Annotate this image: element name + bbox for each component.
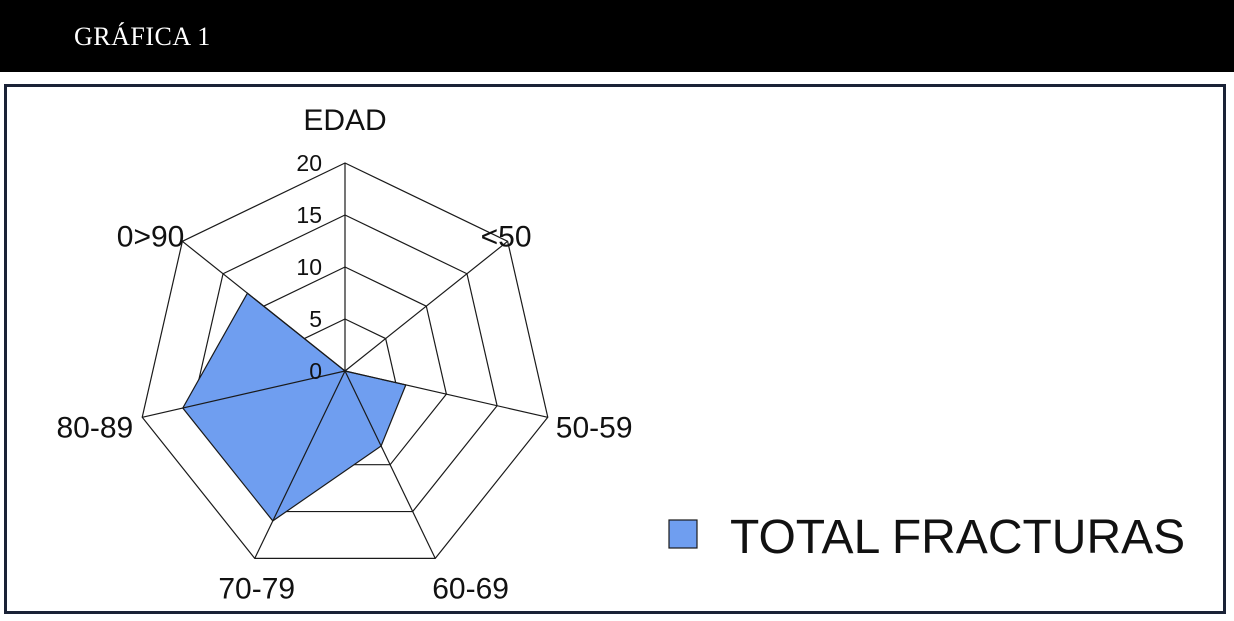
series-area-0 <box>182 292 407 522</box>
radar-series-layer <box>182 292 407 522</box>
category-label: EDAD <box>303 104 386 137</box>
category-label: <50 <box>481 220 532 253</box>
category-label: 50-59 <box>556 411 633 444</box>
category-label: 80-89 <box>56 411 133 444</box>
spoke-2 <box>344 370 548 418</box>
spoke-1 <box>344 240 508 372</box>
spoke-3 <box>344 370 436 559</box>
tick-label: 0 <box>309 358 322 384</box>
tick-label: 15 <box>296 202 322 228</box>
category-label: 70-79 <box>218 572 295 605</box>
grid-ring-20 <box>141 162 549 560</box>
header-bar: GRÁFICA 1 <box>0 0 1234 72</box>
grid-ring-15 <box>192 214 498 513</box>
radar-labels: 0 5 10 15 20 EDAD <50 50-59 60-69 70-79 80-89 0>90 <box>56 104 632 605</box>
radar-spokes <box>142 163 548 559</box>
tick-label: 5 <box>309 306 322 332</box>
category-label: 60-69 <box>432 572 509 605</box>
spoke-4 <box>254 370 346 559</box>
tick-label: 20 <box>296 150 322 176</box>
spoke-6 <box>182 240 346 372</box>
spoke-5 <box>142 370 346 418</box>
category-label: 0>90 <box>117 220 185 253</box>
chart-frame <box>4 84 1226 614</box>
tick-label: 10 <box>296 254 322 280</box>
chart-title: GRÁFICA 1 <box>74 22 211 51</box>
legend-swatch <box>668 519 698 549</box>
legend-label: TOTAL FRACTURAS <box>730 511 1185 564</box>
